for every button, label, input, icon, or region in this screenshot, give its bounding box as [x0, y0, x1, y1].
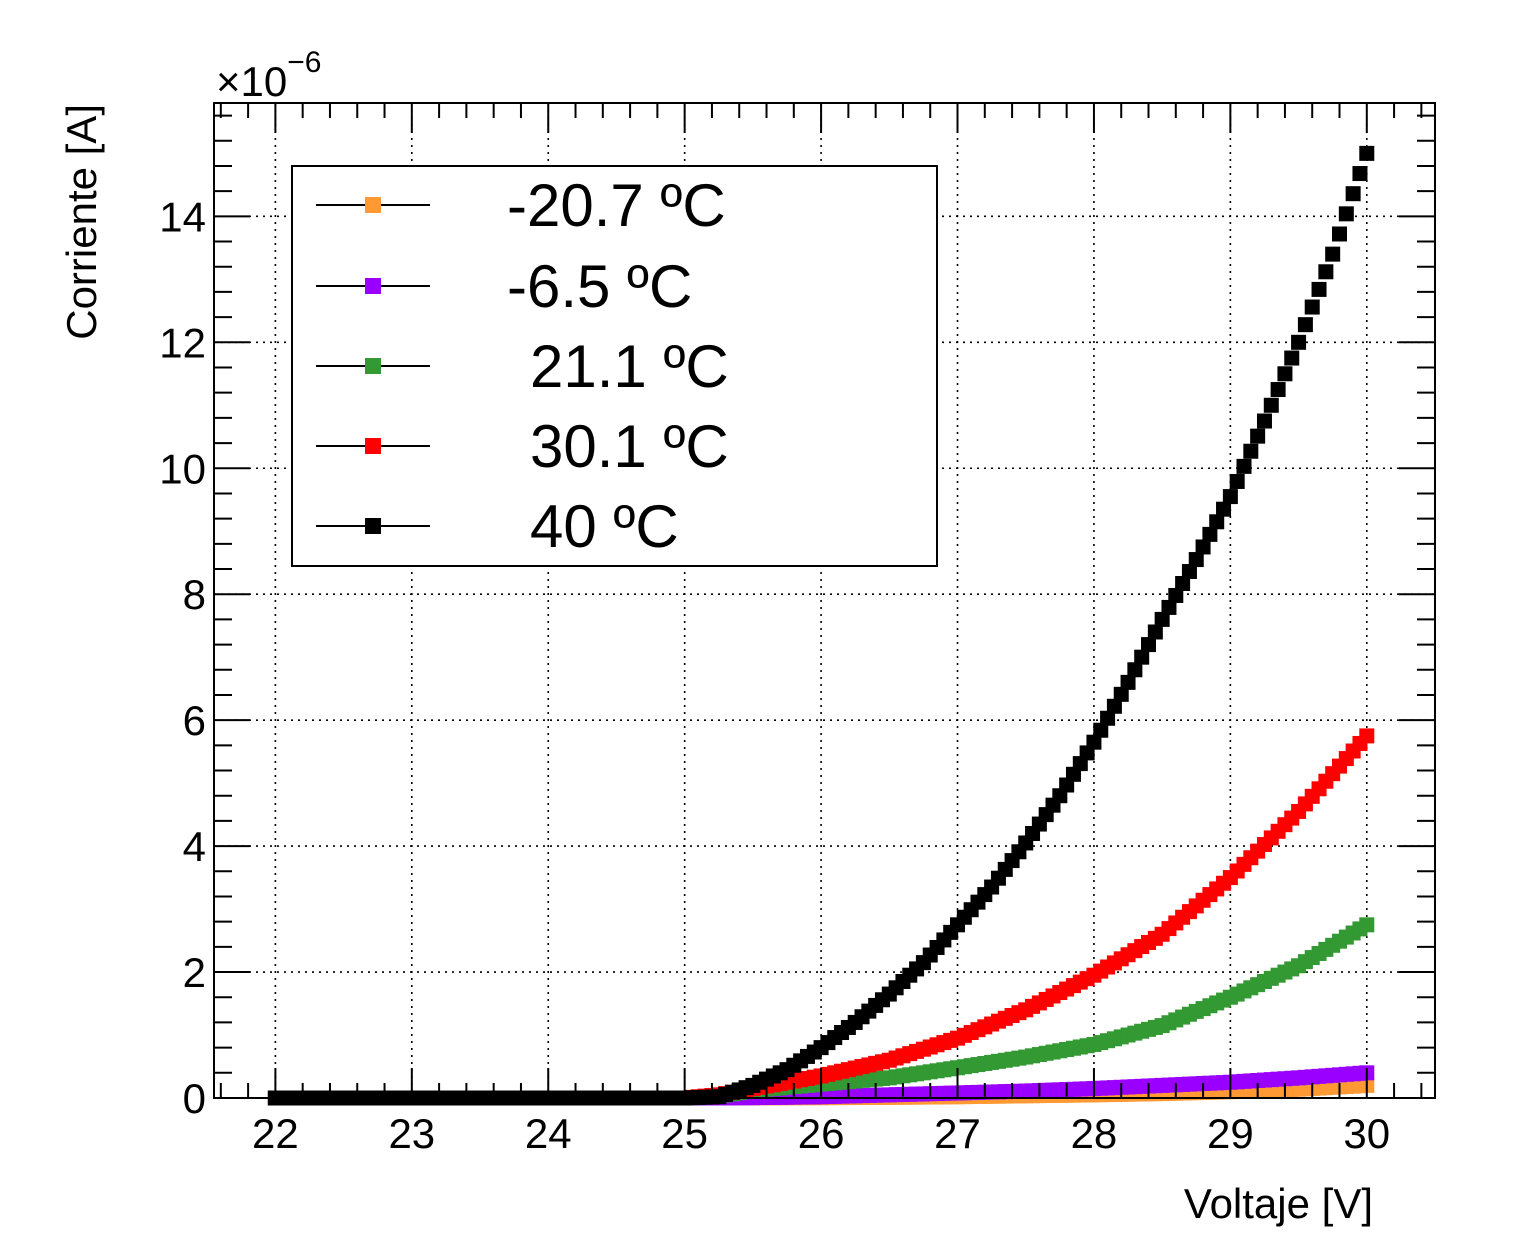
- data-point: [1359, 145, 1375, 161]
- y-tick-label: 0: [183, 1075, 206, 1122]
- data-point: [1113, 686, 1129, 702]
- data-point: [1338, 206, 1354, 222]
- legend-marker: [365, 518, 381, 534]
- data-point: [1134, 649, 1150, 665]
- y-tick-label: 2: [183, 949, 206, 996]
- x-tick-label: 30: [1343, 1110, 1390, 1157]
- data-point: [1100, 710, 1116, 726]
- data-point: [1202, 526, 1218, 542]
- legend-label: -20.7 ºC: [507, 172, 726, 239]
- data-point: [1318, 264, 1334, 280]
- data-point: [1127, 662, 1143, 678]
- y-tick-label: 8: [183, 571, 206, 618]
- x-tick-label: 26: [798, 1110, 845, 1157]
- data-point: [1229, 473, 1245, 489]
- legend-label: 40 ºC: [530, 493, 679, 560]
- data-point: [1188, 552, 1204, 568]
- y-tick-label: 4: [183, 823, 206, 870]
- data-point: [1147, 624, 1163, 640]
- data-point: [1256, 413, 1272, 429]
- data-point: [1277, 366, 1293, 382]
- data-point: [1291, 334, 1307, 350]
- data-point: [1195, 539, 1211, 555]
- y-axis-title: Corriente [A]: [58, 104, 105, 340]
- data-point: [1154, 611, 1170, 627]
- y-tick-label: 12: [159, 319, 206, 366]
- data-point: [1359, 917, 1375, 933]
- legend-entry: -6.5 ºC: [316, 253, 692, 320]
- legend-marker: [365, 278, 381, 294]
- data-point: [1216, 501, 1232, 517]
- legend-entries: -20.7 ºC -6.5 ºC 21.1 ºC 30.1 ºC 40 ºC: [316, 172, 729, 560]
- legend-marker: [365, 197, 381, 213]
- data-point: [1236, 458, 1252, 474]
- data-point: [1345, 186, 1361, 202]
- data-point: [1304, 299, 1320, 315]
- data-point: [1297, 317, 1313, 333]
- legend-label: -6.5 ºC: [507, 253, 692, 320]
- x-tick-label: 28: [1071, 1110, 1118, 1157]
- y-tick-label: 10: [159, 445, 206, 492]
- data-point: [1106, 698, 1122, 714]
- data-point: [1161, 599, 1177, 615]
- data-point: [1352, 166, 1368, 182]
- legend-entry: 40 ºC: [316, 493, 679, 560]
- x-tick-label: 23: [388, 1110, 435, 1157]
- x-tick-label: 29: [1207, 1110, 1254, 1157]
- data-point: [1325, 246, 1341, 262]
- legend: -20.7 ºC -6.5 ºC 21.1 ºC 30.1 ºC 40 ºC: [291, 165, 938, 567]
- legend-entry: -20.7 ºC: [316, 172, 726, 239]
- data-series: [267, 145, 1375, 1106]
- legend-marker: [365, 438, 381, 454]
- x-tick-label: 24: [525, 1110, 572, 1157]
- data-point: [1270, 382, 1286, 398]
- data-point: [1168, 587, 1184, 603]
- x-axis-title: Voltaje [V]: [1184, 1180, 1373, 1227]
- y-tick-label: 6: [183, 697, 206, 744]
- x-tick-label: 22: [252, 1110, 299, 1157]
- data-point: [1250, 428, 1266, 444]
- data-point: [1359, 728, 1375, 744]
- data-point: [1311, 281, 1327, 297]
- y-tick-label: 14: [159, 193, 206, 240]
- legend-entry: 21.1 ºC: [316, 333, 729, 400]
- legend-marker: [365, 358, 381, 374]
- data-point: [1093, 722, 1109, 738]
- data-point: [1181, 564, 1197, 580]
- data-point: [1243, 443, 1259, 459]
- data-point: [1120, 674, 1136, 690]
- data-point: [1175, 575, 1191, 591]
- plot-frame: [213, 102, 1436, 1099]
- data-point: [1332, 226, 1348, 242]
- data-point: [1141, 637, 1157, 653]
- data-point: [1209, 514, 1225, 530]
- y-multiplier: ×10−6: [216, 46, 321, 105]
- x-tick-label: 25: [661, 1110, 708, 1157]
- data-point: [1222, 489, 1238, 505]
- x-tick-label: 27: [934, 1110, 981, 1157]
- data-point: [1086, 734, 1102, 750]
- legend-entry: 30.1 ºC: [316, 413, 729, 480]
- legend-label: 21.1 ºC: [530, 333, 729, 400]
- y-multiplier-exponent: −6: [287, 46, 321, 79]
- data-point: [1263, 397, 1279, 413]
- data-point: [1284, 350, 1300, 366]
- y-multiplier-base: ×10: [216, 58, 287, 105]
- legend-label: 30.1 ºC: [530, 413, 729, 480]
